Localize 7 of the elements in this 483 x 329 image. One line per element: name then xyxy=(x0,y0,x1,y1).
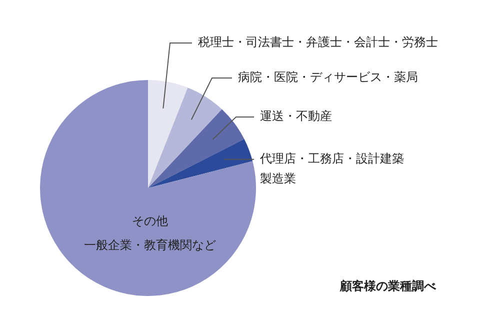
slice-label: 税理士・司法書士・弁護士・会計士・労務士 xyxy=(198,35,438,50)
slice-label: 代理店・工務店・設計建築製造業 xyxy=(259,151,404,186)
slice-label: 運送・不動産 xyxy=(260,109,332,124)
text: 一般企業・教育機関など xyxy=(84,238,216,252)
slice-label: その他 xyxy=(132,214,168,228)
text: 顧客様の業種調べ xyxy=(340,278,436,295)
slice-label: 病院・医院・ディサービス・薬局 xyxy=(238,70,418,84)
